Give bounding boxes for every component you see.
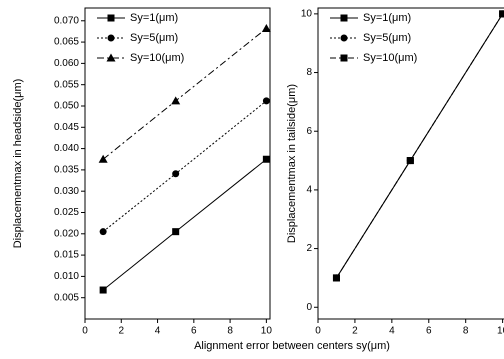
legend-label: Sy=1(μm) — [363, 12, 411, 24]
marker — [99, 286, 107, 294]
marker — [98, 154, 108, 163]
series-line — [102, 158, 267, 291]
x-tick-label: 6 — [191, 326, 197, 337]
plot-frame — [317, 7, 504, 320]
marker — [171, 96, 181, 105]
marker — [261, 23, 271, 32]
x-tick-label: 0 — [315, 326, 321, 337]
y-tick-label: 10 — [301, 9, 313, 20]
legend-label: Sy=5(μm) — [130, 32, 178, 44]
y-tick-label: 0.030 — [54, 186, 79, 197]
marker — [332, 274, 340, 282]
y-tick-label: 0.025 — [54, 207, 79, 218]
x-tick-label: 4 — [389, 326, 395, 337]
x-tick-label: 4 — [155, 326, 161, 337]
y-tick-label: 0.050 — [54, 101, 79, 112]
series-line — [336, 13, 504, 279]
y-axis-label: Displacementmax in tailside(μm) — [286, 84, 298, 243]
series-line — [102, 28, 267, 160]
legend-marker — [340, 54, 348, 62]
legend-marker — [107, 34, 115, 42]
plot-frame — [84, 7, 271, 320]
legend-label: Sy=5(μm) — [363, 32, 411, 44]
marker — [499, 10, 504, 18]
y-tick-label: 0.005 — [54, 292, 79, 303]
y-tick-label: 0.065 — [54, 37, 79, 48]
y-tick-label: 8 — [306, 67, 312, 78]
x-tick-label: 0 — [82, 326, 88, 337]
x-tick-label: 10 — [261, 326, 273, 337]
series-line — [102, 100, 267, 233]
y-tick-label: 0.045 — [54, 122, 79, 133]
legend-label: Sy=1(μm) — [130, 12, 178, 24]
y-tick-label: 2 — [306, 243, 312, 254]
y-tick-label: 0 — [306, 302, 312, 313]
x-tick-label: 2 — [352, 326, 358, 337]
legend-label: Sy=10(μm) — [363, 52, 417, 64]
legend-marker — [340, 14, 348, 22]
marker — [172, 228, 180, 236]
y-tick-label: 4 — [306, 185, 312, 196]
y-tick-label: 6 — [306, 126, 312, 137]
marker — [262, 97, 270, 105]
marker — [262, 155, 270, 163]
y-tick-label: 0.070 — [54, 15, 79, 26]
marker — [99, 228, 107, 236]
y-axis-label: Displacementmax in headside(μm) — [12, 79, 24, 249]
y-tick-label: 0.035 — [54, 165, 79, 176]
y-tick-label: 0.015 — [54, 250, 79, 261]
marker — [172, 170, 180, 178]
y-tick-label: 0.020 — [54, 228, 79, 239]
legend-marker — [107, 14, 115, 22]
y-tick-label: 0.040 — [54, 143, 79, 154]
x-tick-label: 6 — [426, 326, 432, 337]
legend-marker — [340, 34, 348, 42]
legend-marker — [106, 53, 116, 62]
y-tick-label: 0.010 — [54, 271, 79, 282]
legend-label: Sy=10(μm) — [130, 52, 184, 64]
x-tick-label: 8 — [227, 326, 233, 337]
y-tick-label: 0.060 — [54, 58, 79, 69]
x-tick-label: 10 — [497, 326, 504, 337]
marker — [406, 157, 414, 165]
x-axis-label: Alignment error between centers sy(μm) — [194, 340, 390, 352]
x-tick-label: 2 — [118, 326, 124, 337]
x-tick-label: 8 — [463, 326, 469, 337]
y-tick-label: 0.055 — [54, 79, 79, 90]
